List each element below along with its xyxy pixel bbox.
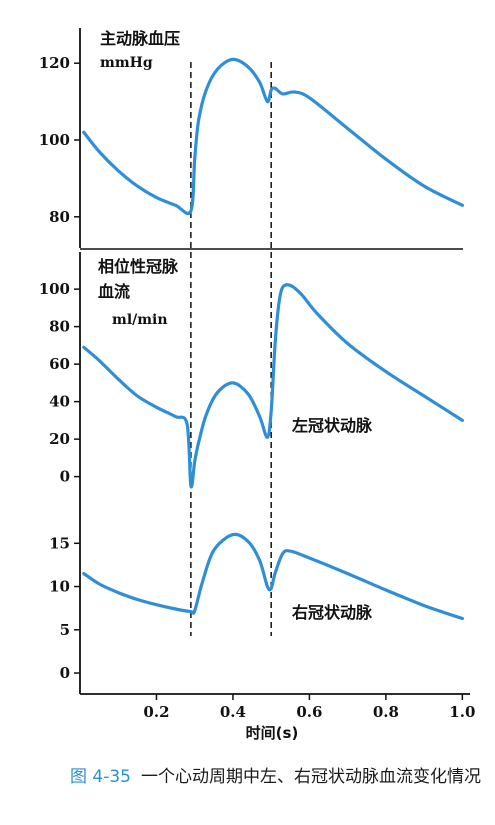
x-axis-label: 时间(s) [246,724,299,742]
y-tick-label: 40 [49,393,70,411]
figure-caption-text: 一个心动周期中左、右冠状动脉血流变化情况 [141,767,481,787]
y-tick-label: 100 [39,131,70,149]
aortic-pressure-title: 主动脉血压 [100,29,180,48]
x-tick-label: 0.2 [143,703,169,721]
figure-caption: 图 4-35 一个心动周期中左、右冠状动脉血流变化情况 [70,764,490,790]
y-tick-label: 10 [49,578,70,596]
y-tick-label: 20 [49,430,70,448]
y-tick-label: 100 [39,280,70,298]
figure-number: 图 4-35 [70,767,131,787]
right-coronary-label: 右冠状动脉 [292,603,373,622]
y-tick-label: 120 [39,54,70,72]
x-tick-label: 0.8 [373,703,399,721]
y-tick-label: 0 [60,468,70,486]
y-tick-label: 60 [49,355,70,373]
coronary-flow-unit: ml/min [112,312,168,328]
y-tick-label: 15 [49,534,70,552]
x-tick-label: 0.6 [296,703,322,721]
y-tick-label: 80 [49,208,70,226]
left-coronary-flow-line [82,283,464,489]
right-coronary-flow-line [82,532,464,621]
coronary-flow-chart: 80 100 120 0 20 40 60 80 100 0 5 10 15 0.2 0.4 0.6 0.8 1.… [39,28,475,742]
aortic-pressure-line [82,57,464,216]
y-tick-label: 5 [60,621,70,639]
aortic-pressure-unit: mmHg [100,55,153,71]
coronary-flow-title-line1: 相位性冠脉 [98,257,179,276]
coronary-flow-title-line2: 血流 [98,282,130,301]
x-tick-label: 1.0 [449,703,475,721]
y-tick-label: 80 [49,318,70,336]
left-coronary-label: 左冠状动脉 [291,416,373,435]
x-tick-label: 0.4 [220,703,246,721]
y-tick-label: 0 [60,664,70,682]
